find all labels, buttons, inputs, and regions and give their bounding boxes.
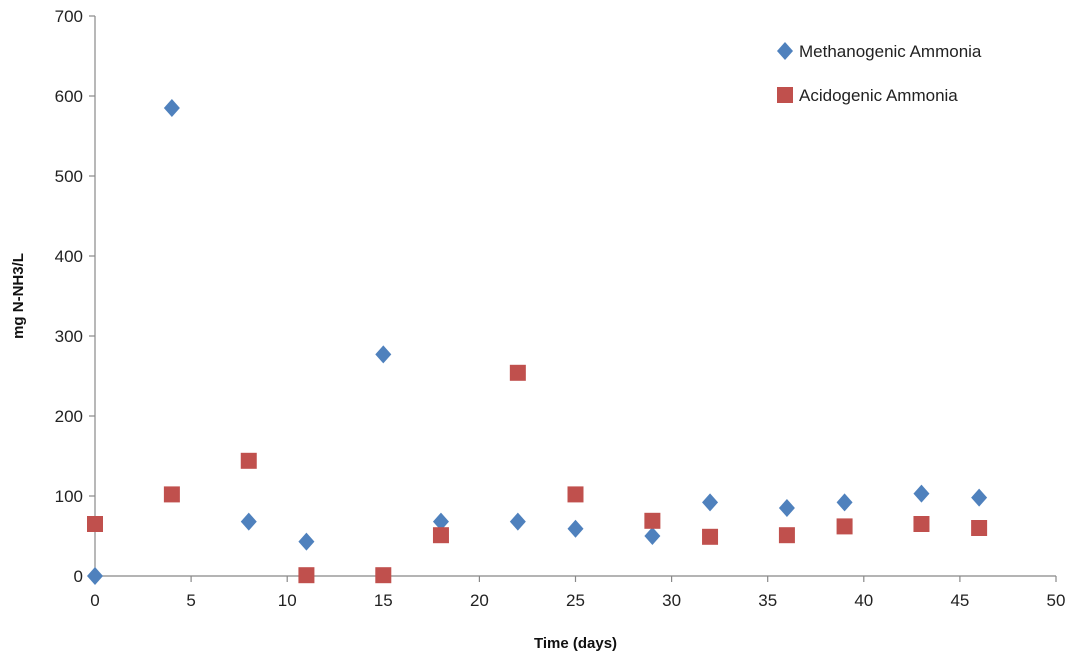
methanogenic-point — [298, 532, 315, 551]
methanogenic-point — [509, 512, 526, 531]
methanogenic-point — [163, 99, 180, 117]
acidogenic-point — [240, 452, 257, 469]
data-points — [87, 99, 988, 585]
y-axis-title: mg N-NH3/L — [10, 253, 27, 339]
acidogenic-point — [702, 528, 719, 545]
legend-label: Methanogenic Ammonia — [799, 42, 982, 61]
x-tick-label: 0 — [90, 591, 99, 610]
x-tick-label: 5 — [186, 591, 195, 610]
acidogenic-point — [567, 486, 584, 503]
methanogenic-point — [778, 499, 795, 517]
legend-label: Acidogenic Ammonia — [799, 86, 958, 105]
acidogenic-point — [298, 567, 315, 584]
methanogenic-point — [644, 527, 661, 545]
y-tick-label: 200 — [55, 407, 83, 426]
x-tick-label: 25 — [566, 591, 585, 610]
legend-marker — [777, 87, 793, 103]
legend: Methanogenic Ammonia Acidogenic Ammonia — [777, 42, 982, 105]
acidogenic-point — [375, 567, 392, 584]
y-tick-label: 100 — [55, 487, 83, 506]
y-tick-label: 300 — [55, 327, 83, 346]
y-axis-ticks: 0 100 200 300 400 500 600 700 — [55, 7, 95, 586]
acidogenic-point — [913, 516, 930, 532]
x-axis-ticks: 0 5 10 15 20 25 30 35 40 45 50 — [90, 576, 1065, 610]
x-tick-label: 45 — [950, 591, 969, 610]
methanogenic-point — [375, 345, 392, 364]
x-tick-label: 20 — [470, 591, 489, 610]
y-tick-label: 600 — [55, 87, 83, 106]
acidogenic-point — [87, 516, 103, 532]
legend-marker — [777, 42, 793, 60]
x-tick-label: 50 — [1047, 591, 1066, 610]
y-tick-label: 0 — [74, 567, 83, 586]
y-tick-label: 500 — [55, 167, 83, 186]
x-tick-label: 40 — [854, 591, 873, 610]
acidogenic-point — [836, 518, 853, 535]
acidogenic-point — [644, 512, 661, 529]
acidogenic-point — [509, 364, 526, 381]
methanogenic-point — [240, 512, 257, 531]
methanogenic-point — [971, 488, 988, 507]
y-tick-label: 700 — [55, 7, 83, 26]
y-tick-label: 400 — [55, 247, 83, 266]
acidogenic-point — [432, 527, 449, 544]
methanogenic-point — [702, 493, 719, 512]
x-tick-label: 30 — [662, 591, 681, 610]
methanogenic-point — [432, 512, 449, 531]
x-tick-label: 35 — [758, 591, 777, 610]
x-tick-label: 10 — [278, 591, 297, 610]
x-tick-label: 15 — [374, 591, 393, 610]
x-axis-title: Time (days) — [534, 635, 617, 652]
methanogenic-point — [87, 567, 103, 585]
methanogenic-point — [567, 519, 584, 538]
acidogenic-point — [778, 527, 795, 544]
acidogenic-point — [971, 520, 988, 536]
methanogenic-point — [913, 484, 930, 503]
acidogenic-point — [163, 486, 180, 503]
methanogenic-point — [836, 493, 853, 512]
